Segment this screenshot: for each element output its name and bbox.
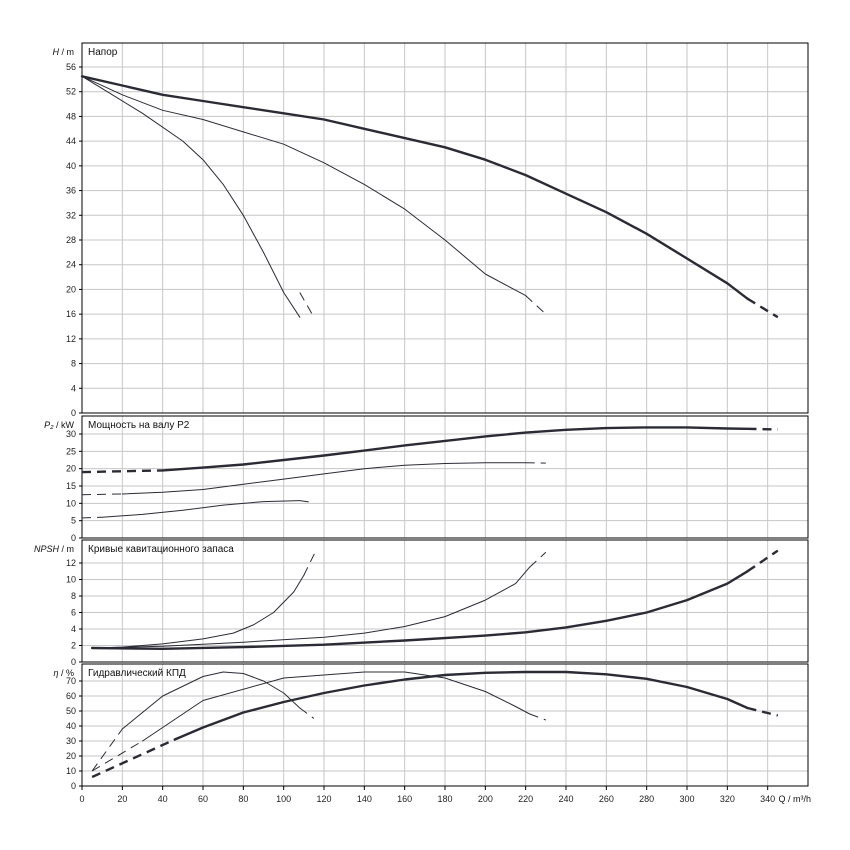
x-tick-label: 300 bbox=[679, 794, 694, 804]
efficiency-curve-1-tail bbox=[299, 707, 315, 719]
y-tick-label: 40 bbox=[66, 161, 76, 171]
y-tick-label: 50 bbox=[66, 706, 76, 716]
panel-frame-power bbox=[81, 415, 809, 539]
power-curve-3-extension bbox=[81, 469, 163, 474]
power-curve-1-tail bbox=[299, 500, 314, 504]
y-tick-label: 4 bbox=[71, 624, 76, 634]
y-tick-label: 60 bbox=[66, 691, 76, 701]
power-curve-3 bbox=[161, 426, 749, 472]
npsh-curve-3-extension bbox=[746, 549, 779, 573]
y-tick-label: 24 bbox=[66, 260, 76, 270]
y-tick-label: 0 bbox=[71, 533, 76, 543]
y-tick-label: 6 bbox=[71, 608, 76, 618]
y-tick-label: 52 bbox=[66, 87, 76, 97]
y-tick-label: 28 bbox=[66, 235, 76, 245]
y-tick-label: 20 bbox=[66, 751, 76, 761]
power-curve-2-extension bbox=[81, 493, 123, 496]
x-tick-label: 280 bbox=[639, 794, 654, 804]
efficiency-curve-3-extension bbox=[91, 738, 176, 779]
y-tick-label: 36 bbox=[66, 186, 76, 196]
y-tick-label: 15 bbox=[66, 481, 76, 491]
y-tick-label: 40 bbox=[66, 721, 76, 731]
y-tick-label: 20 bbox=[66, 464, 76, 474]
power-curve-3-tail bbox=[747, 427, 778, 431]
panel-title-efficiency: Гидравлический КПД bbox=[88, 668, 186, 679]
x-tick-label: 160 bbox=[397, 794, 412, 804]
y-tick-label: 10 bbox=[66, 498, 76, 508]
x-tick-label: 140 bbox=[357, 794, 372, 804]
y-tick-label: 5 bbox=[71, 516, 76, 526]
x-tick-label: 20 bbox=[117, 794, 127, 804]
npsh-curve-2 bbox=[91, 566, 531, 649]
panel-frame-head bbox=[81, 42, 809, 414]
y-tick-label: 0 bbox=[71, 657, 76, 667]
panel-title-head: Напор bbox=[88, 47, 118, 58]
y-axis-label-head: H / m bbox=[53, 47, 75, 57]
y-tick-label: 12 bbox=[66, 334, 76, 344]
y-axis-label-efficiency: η / % bbox=[53, 668, 74, 678]
x-tick-label: 260 bbox=[599, 794, 614, 804]
y-tick-label: 20 bbox=[66, 284, 76, 294]
y-tick-label: 48 bbox=[66, 111, 76, 121]
head-curve-3-extension bbox=[746, 297, 779, 319]
efficiency-curve-3-tail bbox=[747, 706, 779, 717]
x-tick-label: 60 bbox=[198, 794, 208, 804]
head-curve-1-extension bbox=[299, 292, 315, 318]
x-tick-label: 200 bbox=[478, 794, 493, 804]
power-curve-2 bbox=[121, 462, 527, 495]
y-axis-label-npsh: NPSH / m bbox=[34, 544, 74, 554]
panel-title-power: Мощность на валу P2 bbox=[88, 420, 190, 431]
efficiency-curve-2-tail bbox=[529, 713, 546, 721]
x-tick-label: 340 bbox=[760, 794, 775, 804]
x-tick-label: 320 bbox=[720, 794, 735, 804]
y-tick-label: 2 bbox=[71, 641, 76, 651]
npsh-curve-2-extension bbox=[529, 551, 547, 568]
x-axis-label: Q / m³/h bbox=[778, 794, 811, 804]
head-curve-1 bbox=[81, 75, 301, 318]
y-tick-label: 8 bbox=[71, 359, 76, 369]
y-tick-label: 30 bbox=[66, 736, 76, 746]
y-tick-label: 8 bbox=[71, 591, 76, 601]
head-curve-2-extension bbox=[525, 295, 547, 315]
x-tick-label: 100 bbox=[276, 794, 291, 804]
y-tick-label: 10 bbox=[66, 575, 76, 585]
y-tick-label: 12 bbox=[66, 558, 76, 568]
y-tick-label: 30 bbox=[66, 429, 76, 439]
x-tick-label: 80 bbox=[238, 794, 248, 804]
y-axis-label-power: P₂ / kW bbox=[44, 420, 74, 430]
y-tick-label: 10 bbox=[66, 766, 76, 776]
y-tick-label: 25 bbox=[66, 446, 76, 456]
power-curve-1 bbox=[101, 500, 301, 518]
power-curve-1-extension bbox=[81, 516, 103, 519]
y-tick-label: 44 bbox=[66, 136, 76, 146]
npsh-curve-1-extension bbox=[303, 550, 317, 576]
y-tick-label: 0 bbox=[71, 781, 76, 791]
x-tick-label: 40 bbox=[158, 794, 168, 804]
npsh-curve-3 bbox=[90, 570, 749, 650]
efficiency-curve-1-extension bbox=[91, 728, 123, 772]
y-tick-label: 70 bbox=[66, 676, 76, 686]
panel-frame-npsh bbox=[81, 539, 809, 663]
y-tick-label: 4 bbox=[71, 383, 76, 393]
panel-title-npsh: Кривые кавитационного запаса bbox=[88, 544, 234, 555]
x-tick-label: 240 bbox=[558, 794, 573, 804]
efficiency-curve-1 bbox=[121, 671, 301, 730]
x-tick-label: 120 bbox=[316, 794, 331, 804]
efficiency-curve-2 bbox=[142, 671, 531, 742]
y-tick-label: 0 bbox=[71, 408, 76, 418]
y-tick-label: 56 bbox=[66, 62, 76, 72]
efficiency-curve-3 bbox=[173, 670, 749, 741]
x-tick-label: 220 bbox=[518, 794, 533, 804]
efficiency-curve-2-extension bbox=[91, 740, 143, 772]
x-tick-label: 180 bbox=[437, 794, 452, 804]
x-tick-label: 0 bbox=[79, 794, 84, 804]
npsh-curve-1 bbox=[91, 574, 305, 649]
y-tick-label: 32 bbox=[66, 210, 76, 220]
y-tick-label: 16 bbox=[66, 309, 76, 319]
head-curve-2 bbox=[81, 75, 527, 297]
head-curve-3 bbox=[80, 75, 749, 300]
